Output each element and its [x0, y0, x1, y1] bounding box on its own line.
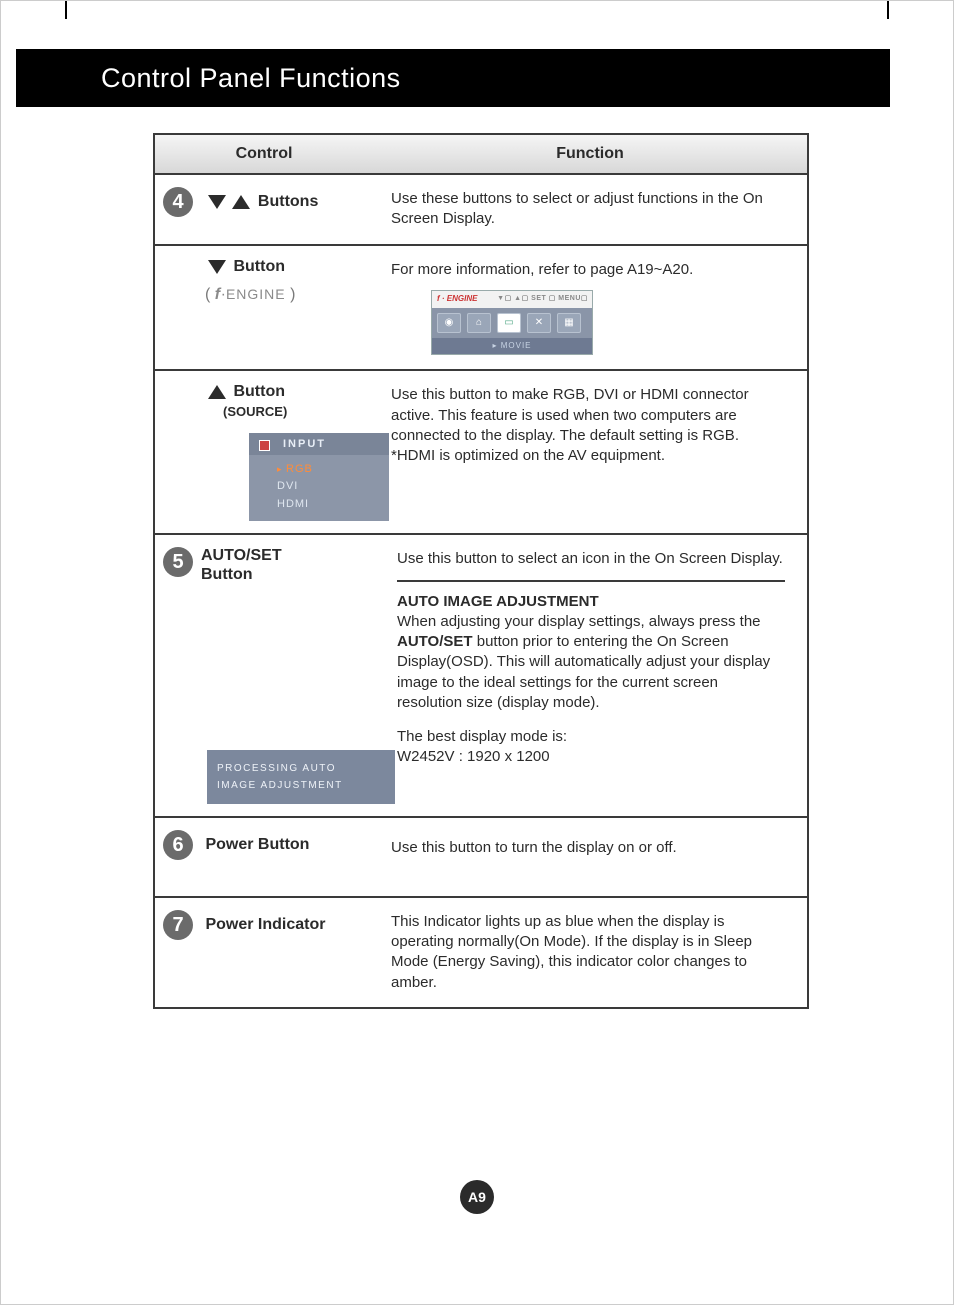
function-cell: Use this button to turn the display on o… — [387, 818, 807, 896]
control-cell: Button ( f·ENGINE ) — [155, 246, 387, 370]
content-table: Control Function 4 Buttons Use these but… — [153, 133, 809, 1009]
osd-top: f · ENGINE ▼▢ ▲▢ SET ▢ MENU▢ — [432, 291, 592, 308]
control-cell: Button (SOURCE) INPUT RGB DVI HDMI — [155, 371, 387, 533]
page-title: Control Panel Functions — [101, 63, 401, 94]
function-cell: Use this button to make RGB, DVI or HDMI… — [387, 371, 807, 533]
osd-fengine-mock: f · ENGINE ▼▢ ▲▢ SET ▢ MENU▢ ◉ ⌂ ▭ ✕ ▦ ▸… — [431, 290, 593, 356]
engine-text: ENGINE — [226, 286, 286, 302]
autoset-func1: Use this button to select an icon in the… — [397, 549, 785, 569]
auto-image-body: When adjusting your display settings, al… — [397, 612, 785, 713]
row-power-indicator: 7 Power Indicator This Indicator lights … — [155, 898, 807, 1007]
osd-icon: ◉ — [437, 313, 461, 333]
row-up-source: Button (SOURCE) INPUT RGB DVI HDMI Use t… — [155, 371, 807, 535]
osd-square-icon — [259, 440, 270, 451]
auto-image-heading: AUTO IMAGE ADJUSTMENT — [397, 592, 785, 612]
osd-input-mock: INPUT RGB DVI HDMI — [249, 433, 389, 522]
osd-bottom: ▸ MOVIE — [432, 338, 592, 355]
table-header: Control Function — [155, 135, 807, 175]
control-label-line2: Button — [201, 566, 253, 583]
title-bar: Control Panel Functions — [16, 49, 890, 107]
page: Control Panel Functions Control Function… — [0, 0, 954, 1305]
crop-mark — [65, 1, 67, 19]
osd-input-title: INPUT — [283, 438, 326, 450]
auto-image-adjust-block: AUTO IMAGE ADJUSTMENT When adjusting you… — [397, 580, 785, 768]
row-autoset: 5 AUTO/SET Button PROCESSING AUTO IMAGE … — [155, 535, 807, 817]
best-mode-value: W2452V : 1920 x 1200 — [397, 747, 785, 767]
control-cell: 6 Power Button — [155, 818, 387, 896]
control-label: Button — [233, 383, 285, 400]
input-option-dvi: DVI — [277, 478, 381, 496]
osd-icon-selected: ▭ — [497, 313, 521, 333]
function-text: For more information, refer to page A19~… — [391, 260, 785, 280]
control-label: Power Indicator — [205, 916, 325, 933]
osd-input-header: INPUT — [249, 433, 389, 455]
control-label: Button — [233, 258, 285, 275]
control-label: Power Button — [205, 836, 309, 853]
crop-mark — [887, 1, 889, 19]
function-cell: This Indicator lights up as blue when th… — [387, 898, 807, 1007]
row-updown-buttons: 4 Buttons Use these buttons to select or… — [155, 175, 807, 246]
step-number-5: 5 — [163, 547, 193, 577]
row-power-button: 6 Power Button Use this button to turn t… — [155, 818, 807, 898]
triangle-down-icon — [208, 195, 226, 209]
triangle-up-icon — [232, 195, 250, 209]
processing-line1: PROCESSING AUTO — [217, 760, 385, 777]
step-number-6: 6 — [163, 830, 193, 860]
control-label-line1: AUTO/SET — [201, 547, 282, 564]
source-sublabel: (SOURCE) — [223, 404, 379, 419]
header-control: Control — [155, 145, 373, 163]
triangle-down-icon — [208, 260, 226, 274]
function-cell: For more information, refer to page A19~… — [387, 246, 807, 370]
step-number-4: 4 — [163, 187, 193, 217]
control-cell: 7 Power Indicator — [155, 898, 387, 1007]
osd-icon: ✕ — [527, 313, 551, 333]
control-cell: 5 AUTO/SET Button PROCESSING AUTO IMAGE … — [155, 535, 387, 815]
best-mode-label: The best display mode is: — [397, 727, 785, 747]
triangle-up-icon — [208, 385, 226, 399]
processing-line2: IMAGE ADJUSTMENT — [217, 777, 385, 794]
osd-icons: ◉ ⌂ ▭ ✕ ▦ — [432, 308, 592, 338]
row-down-fengine: Button ( f·ENGINE ) For more information… — [155, 246, 807, 372]
osd-title: f · ENGINE — [437, 294, 477, 303]
input-option-rgb: RGB — [277, 461, 381, 479]
control-label: Buttons — [258, 193, 318, 210]
osd-minibtns: ▼▢ ▲▢ SET ▢ MENU▢ — [497, 294, 588, 303]
control-cell: 4 Buttons — [155, 175, 387, 244]
processing-box: PROCESSING AUTO IMAGE ADJUSTMENT — [207, 750, 395, 804]
osd-input-body: RGB DVI HDMI — [249, 455, 389, 522]
body1a: When adjusting your display settings, al… — [397, 613, 761, 630]
header-function: Function — [373, 145, 807, 163]
page-number: A9 — [460, 1180, 494, 1214]
osd-icon: ⌂ — [467, 313, 491, 333]
function-cell: Use this button to select an icon in the… — [387, 535, 807, 815]
osd-icon: ▦ — [557, 313, 581, 333]
input-option-hdmi: HDMI — [277, 496, 381, 514]
body1b: AUTO/SET — [397, 633, 473, 650]
function-cell: Use these buttons to select or adjust fu… — [387, 175, 807, 244]
step-number-7: 7 — [163, 910, 193, 940]
